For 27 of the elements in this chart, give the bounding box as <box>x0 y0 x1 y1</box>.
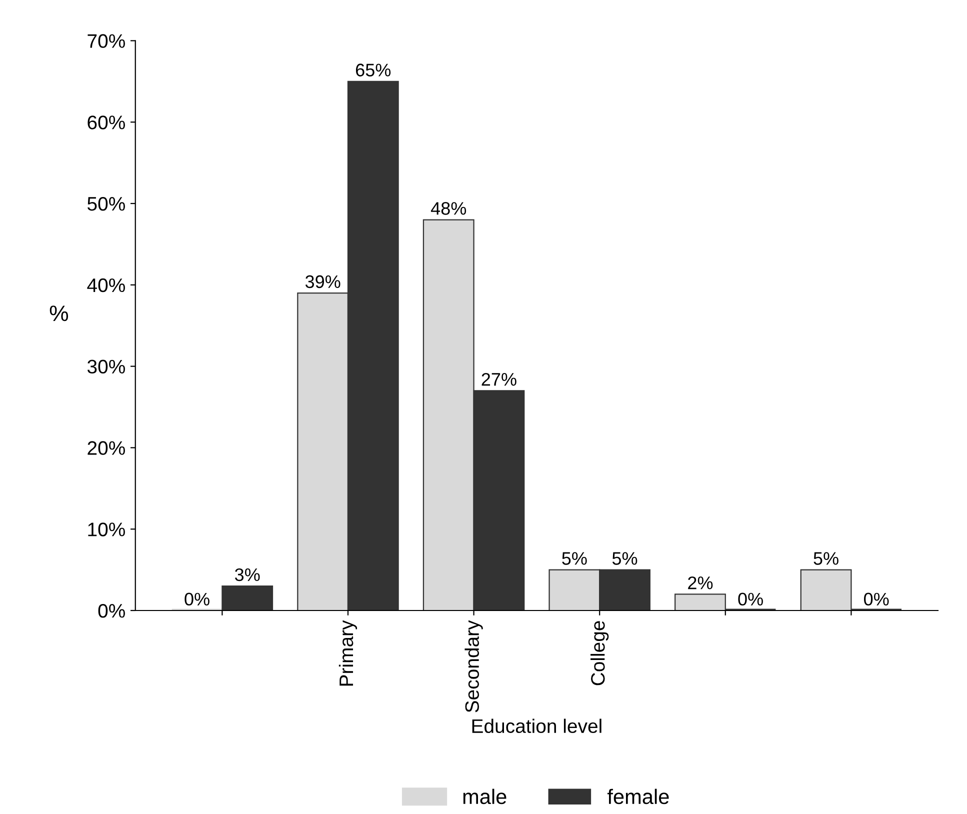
data-label: 3% <box>234 568 260 582</box>
legend-label: male <box>463 788 506 804</box>
y-tick-label: 10% <box>88 522 125 536</box>
legend-label: female <box>607 788 669 804</box>
data-label: 0% <box>864 592 889 606</box>
y-tick-label: 20% <box>88 441 125 455</box>
y-tick-label: 70% <box>88 34 125 48</box>
data-label: 2% <box>688 576 713 590</box>
data-label: 39% <box>305 275 340 288</box>
y-tick-label: 40% <box>87 278 125 292</box>
data-label: 65% <box>356 64 391 76</box>
y-tick-label: 0% <box>98 604 125 618</box>
x-tick-label: Secondary <box>464 620 483 712</box>
x-tick-label: Primary <box>338 620 358 686</box>
y-tick-label: 30% <box>87 360 125 374</box>
y-tick-label: 50% <box>88 196 125 211</box>
data-label: 27% <box>482 372 516 386</box>
y-axis-title: % <box>50 306 68 322</box>
data-label: 48% <box>430 202 466 215</box>
data-label: 5% <box>562 552 587 565</box>
x-tick-label: College <box>590 621 609 686</box>
y-tick-label: 60% <box>88 116 125 130</box>
data-label: 5% <box>814 552 838 565</box>
data-label: 0% <box>184 592 210 606</box>
data-label: 0% <box>738 592 763 606</box>
data-label: 5% <box>612 552 638 565</box>
x-axis-title: Education level <box>472 718 602 734</box>
